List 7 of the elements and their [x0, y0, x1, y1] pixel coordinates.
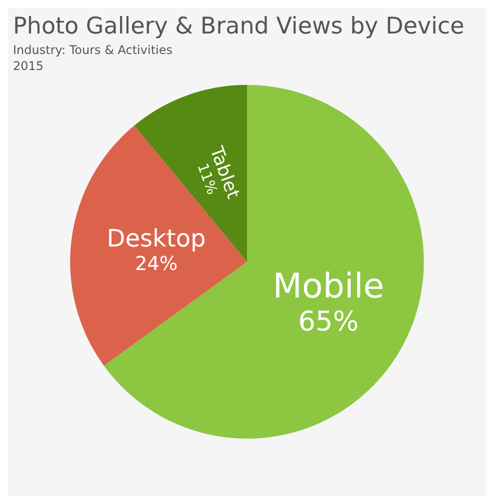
chart-title: Photo Gallery & Brand Views by Device	[13, 14, 464, 40]
data-label: 65%	[298, 306, 359, 338]
slice-label: Mobile	[272, 266, 384, 306]
chart-subtitle: Industry: Tours & Activities	[13, 43, 172, 57]
data-label: 24%	[134, 252, 178, 275]
text: 2015	[13, 59, 44, 73]
slice-label: Desktop	[106, 224, 206, 252]
